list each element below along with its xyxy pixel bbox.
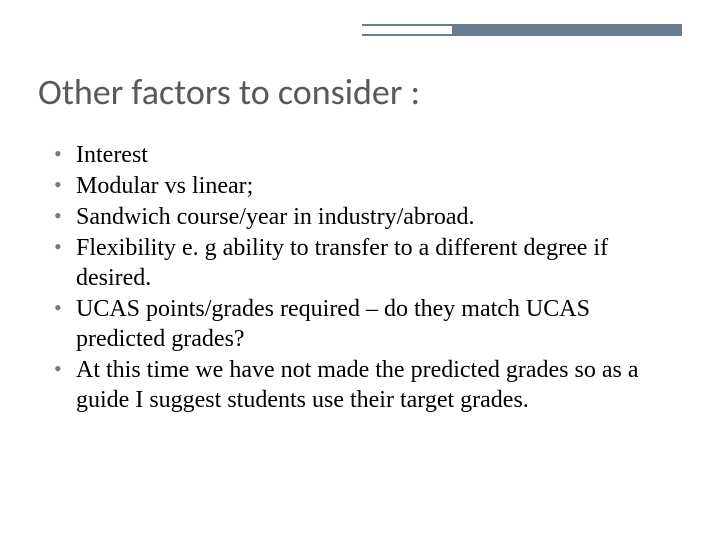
list-item: Flexibility e. g ability to transfer to … xyxy=(52,233,668,293)
list-item: Sandwich course/year in industry/abroad. xyxy=(52,202,668,232)
bullet-list: Interest Modular vs linear; Sandwich cou… xyxy=(52,140,668,415)
slide-title: Other factors to consider : xyxy=(38,70,420,114)
content-area: Interest Modular vs linear; Sandwich cou… xyxy=(52,140,668,416)
list-item: Interest xyxy=(52,140,668,170)
header-accent-bar xyxy=(362,24,682,38)
list-item: UCAS points/grades required – do they ma… xyxy=(52,294,668,354)
list-item: Modular vs linear; xyxy=(52,171,668,201)
list-item: At this time we have not made the predic… xyxy=(52,355,668,415)
